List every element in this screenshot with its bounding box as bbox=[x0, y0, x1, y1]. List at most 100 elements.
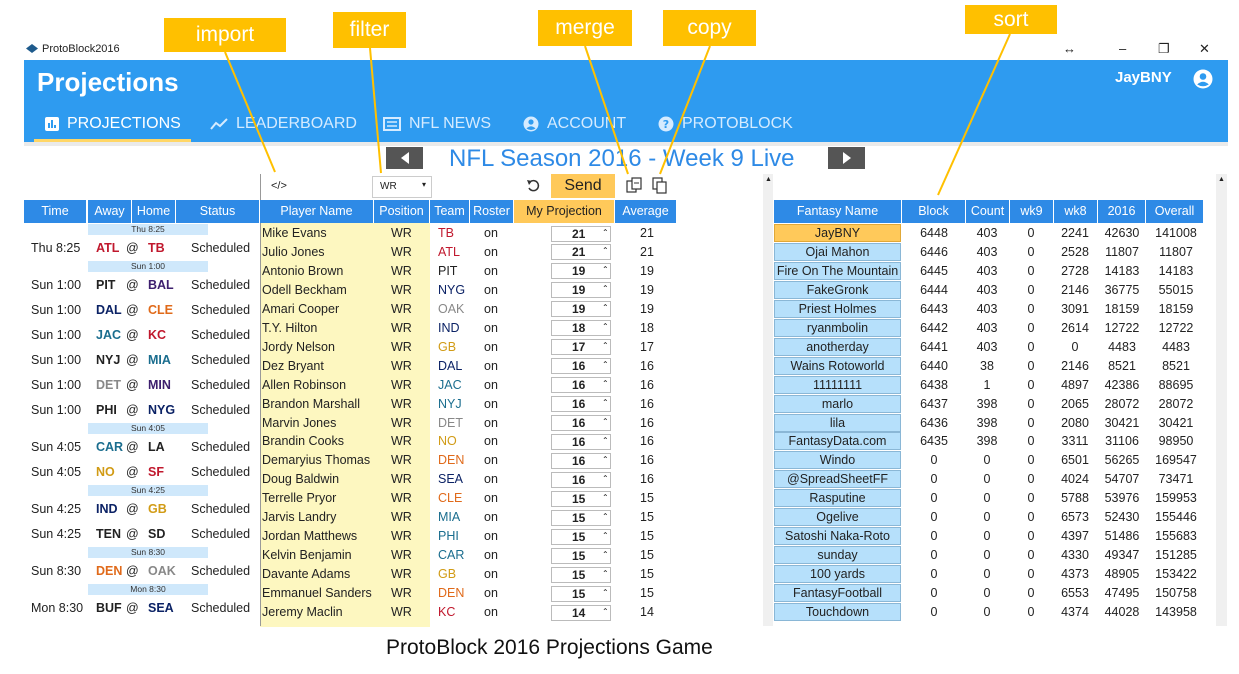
projection-stepper[interactable]: 19 ⌃ bbox=[551, 301, 611, 318]
projection-stepper[interactable]: 17 ⌃ bbox=[551, 339, 611, 356]
player-row[interactable]: Amari Cooper WR OAK on 19 bbox=[0, 300, 654, 319]
game-row[interactable]: Sun 1:00 JAC @ KC Scheduled bbox=[24, 323, 260, 347]
tab-projections[interactable]: PROJECTIONS bbox=[45, 115, 181, 133]
player-row[interactable]: Demaryius Thomas WR DEN on 16 bbox=[0, 451, 654, 470]
column-header[interactable]: Roster bbox=[470, 200, 514, 223]
fantasy-name[interactable]: marlo bbox=[774, 394, 901, 413]
fantasy-name[interactable]: Ogelive bbox=[774, 508, 901, 527]
stepper-arrows-icon[interactable]: ⌃ bbox=[602, 473, 609, 483]
fantasy-name[interactable]: anotherday bbox=[774, 337, 901, 356]
player-row[interactable]: Marvin Jones WR DET on 16 bbox=[0, 414, 654, 433]
stepper-arrows-icon[interactable]: ⌃ bbox=[602, 549, 609, 559]
projection-stepper[interactable]: 21 ⌃ bbox=[551, 225, 611, 242]
game-row[interactable]: Sun 1:00 NYJ @ MIA Scheduled bbox=[24, 348, 260, 372]
player-row[interactable]: Julio Jones WR ATL on 21 bbox=[0, 243, 654, 262]
fantasy-name[interactable]: ryanmbolin bbox=[774, 318, 901, 337]
game-row[interactable]: Sun 4:05 CAR @ LA Scheduled bbox=[24, 435, 260, 459]
stepper-arrows-icon[interactable]: ⌃ bbox=[602, 606, 609, 616]
fantasy-name[interactable]: FantasyFootball bbox=[774, 584, 901, 603]
stepper-arrows-icon[interactable]: ⌃ bbox=[602, 227, 609, 237]
fantasy-name[interactable]: JayBNY bbox=[774, 224, 901, 242]
tab-nfl-news[interactable]: NFL NEWS bbox=[383, 115, 491, 133]
stepper-arrows-icon[interactable]: ⌃ bbox=[602, 568, 609, 578]
import-button[interactable]: </> bbox=[271, 180, 287, 192]
column-header[interactable]: Count bbox=[966, 200, 1010, 223]
merge-icon[interactable] bbox=[626, 177, 643, 194]
prev-week-button[interactable] bbox=[386, 147, 423, 169]
column-header[interactable]: Average bbox=[615, 200, 677, 223]
stepper-arrows-icon[interactable]: ⌃ bbox=[602, 454, 609, 464]
projection-stepper[interactable]: 16 ⌃ bbox=[551, 358, 611, 375]
tab-protoblock[interactable]: ? PROTOBLOCK bbox=[658, 115, 793, 133]
user-name[interactable]: JayBNY bbox=[1115, 69, 1172, 86]
tab-account[interactable]: ACCOUNT bbox=[523, 115, 626, 133]
fantasy-name[interactable]: Ojai Mahon bbox=[774, 242, 901, 261]
column-header[interactable]: Fantasy Name bbox=[774, 200, 902, 223]
player-row[interactable]: Allen Robinson WR JAC on 16 bbox=[0, 376, 654, 395]
column-header[interactable]: Home bbox=[132, 200, 176, 223]
stepper-arrows-icon[interactable]: ⌃ bbox=[602, 417, 609, 426]
column-header[interactable]: Status bbox=[176, 200, 260, 223]
player-row[interactable]: Davante Adams WR GB on 15 bbox=[0, 565, 654, 584]
projection-stepper[interactable]: 16 ⌃ bbox=[551, 471, 611, 488]
projection-stepper[interactable]: 16 ⌃ bbox=[551, 415, 611, 431]
fantasy-name[interactable]: 100 yards bbox=[774, 565, 901, 584]
game-row[interactable]: Sun 1:00 DET @ MIN Scheduled bbox=[24, 373, 260, 397]
fantasy-scrollbar[interactable] bbox=[1216, 174, 1227, 626]
fantasy-name[interactable]: FantasyData.com bbox=[774, 432, 901, 451]
game-row[interactable]: Sun 4:25 IND @ GB Scheduled bbox=[24, 497, 260, 521]
projection-stepper[interactable]: 19 ⌃ bbox=[551, 282, 611, 299]
player-row[interactable]: Mike Evans WR TB on 21 bbox=[0, 224, 654, 243]
stepper-arrows-icon[interactable]: ⌃ bbox=[602, 246, 609, 256]
projection-stepper[interactable]: 16 ⌃ bbox=[551, 433, 611, 450]
column-header[interactable]: wk9 bbox=[1010, 200, 1054, 223]
column-header[interactable]: Time bbox=[24, 200, 87, 223]
stepper-arrows-icon[interactable]: ⌃ bbox=[602, 492, 609, 502]
game-row[interactable]: Thu 8:25 ATL @ TB Scheduled bbox=[24, 236, 260, 260]
projection-stepper[interactable]: 16 ⌃ bbox=[551, 377, 611, 394]
projection-stepper[interactable]: 15 ⌃ bbox=[551, 490, 611, 507]
player-row[interactable]: Doug Baldwin WR SEA on 16 bbox=[0, 470, 654, 489]
fantasy-name[interactable]: lila bbox=[774, 413, 901, 432]
player-row[interactable]: Dez Bryant WR DAL on 16 bbox=[0, 357, 654, 376]
fantasy-name[interactable]: Wains Rotoworld bbox=[774, 356, 901, 375]
game-row[interactable]: Sun 1:00 DAL @ CLE Scheduled bbox=[24, 298, 260, 322]
send-button[interactable]: Send bbox=[551, 174, 615, 198]
game-row[interactable]: Sun 4:25 TEN @ SD Scheduled bbox=[24, 522, 260, 546]
player-row[interactable]: Jordan Matthews WR PHI on 15 bbox=[0, 527, 654, 546]
projection-stepper[interactable]: 15 ⌃ bbox=[551, 585, 611, 602]
fantasy-name[interactable]: 11111111 bbox=[774, 375, 901, 394]
tab-leaderboard[interactable]: LEADERBOARD bbox=[210, 115, 357, 133]
player-row[interactable]: Odell Beckham WR NYG on 19 bbox=[0, 281, 654, 300]
column-header[interactable]: Team bbox=[430, 200, 470, 223]
player-scrollbar[interactable] bbox=[763, 174, 773, 626]
stepper-arrows-icon[interactable]: ⌃ bbox=[602, 435, 609, 445]
fantasy-name[interactable]: FakeGronk bbox=[774, 280, 901, 299]
projection-stepper[interactable]: 21 ⌃ bbox=[551, 244, 611, 261]
player-row[interactable]: Antonio Brown WR PIT on 19 bbox=[0, 262, 654, 281]
stepper-arrows-icon[interactable]: ⌃ bbox=[602, 322, 609, 332]
copy-icon[interactable] bbox=[651, 177, 668, 194]
projection-stepper[interactable]: 15 ⌃ bbox=[551, 547, 611, 564]
projection-stepper[interactable]: 15 ⌃ bbox=[551, 566, 611, 583]
scroll-up-icon[interactable]: ▲ bbox=[765, 176, 772, 183]
fantasy-name[interactable]: Rasputine bbox=[774, 489, 901, 508]
stepper-arrows-icon[interactable]: ⌃ bbox=[602, 398, 609, 408]
projection-stepper[interactable]: 15 ⌃ bbox=[551, 509, 611, 526]
fantasy-name[interactable]: @SpreadSheetFF bbox=[774, 470, 901, 489]
resize-icon[interactable]: ↔ bbox=[1063, 41, 1076, 56]
player-row[interactable]: T.Y. Hilton WR IND on 18 bbox=[0, 319, 654, 338]
stepper-arrows-icon[interactable]: ⌃ bbox=[602, 511, 609, 521]
player-row[interactable]: Jordy Nelson WR GB on 17 bbox=[0, 338, 654, 357]
column-header[interactable]: Overall bbox=[1146, 200, 1204, 223]
projection-stepper[interactable]: 19 ⌃ bbox=[551, 263, 611, 280]
player-row[interactable]: Jarvis Landry WR MIA on 15 bbox=[0, 508, 654, 527]
player-row[interactable]: Emmanuel Sanders WR DEN on 15 bbox=[0, 584, 654, 603]
undo-icon[interactable] bbox=[526, 179, 540, 193]
fantasy-name[interactable]: Satoshi Naka-Roto bbox=[774, 527, 901, 546]
stepper-arrows-icon[interactable]: ⌃ bbox=[602, 379, 609, 389]
fantasy-name[interactable]: sunday bbox=[774, 546, 901, 565]
player-row[interactable]: Kelvin Benjamin WR CAR on 15 bbox=[0, 546, 654, 565]
column-header[interactable]: Away bbox=[88, 200, 132, 223]
game-row[interactable]: Sun 1:00 PIT @ BAL Scheduled bbox=[24, 273, 260, 297]
